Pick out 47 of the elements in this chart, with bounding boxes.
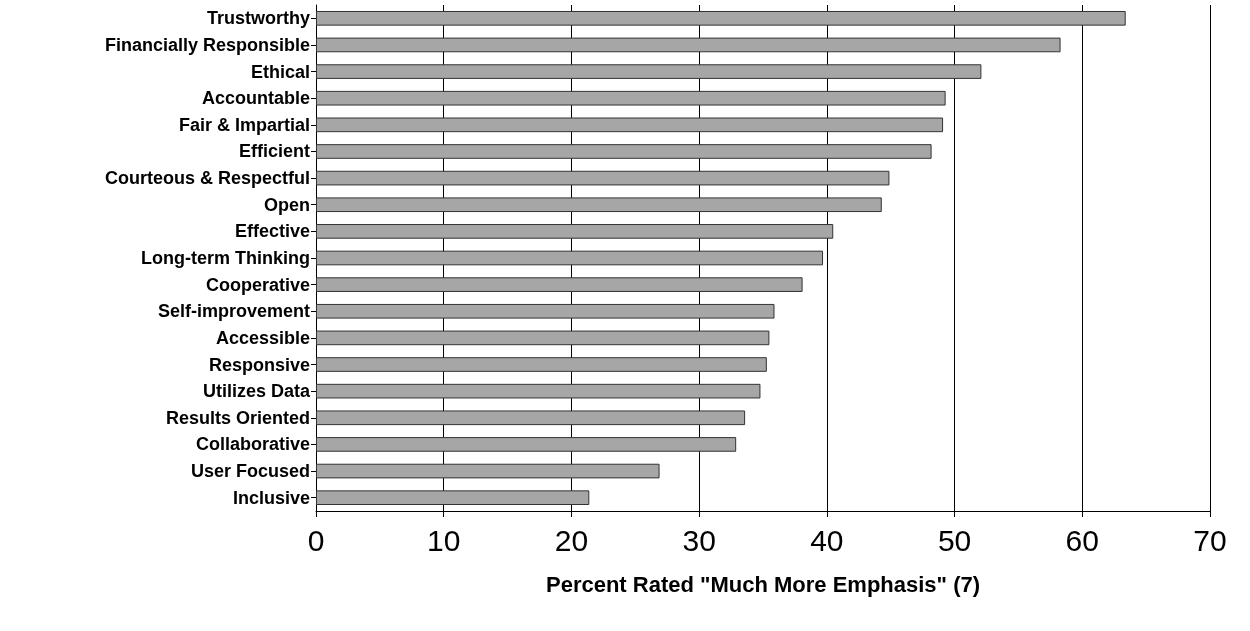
- bar: [316, 437, 737, 452]
- bar: [316, 463, 660, 479]
- x-tick-label: 50: [937, 523, 972, 557]
- x-tick-label: 40: [810, 523, 844, 557]
- x-tick-label: 20: [554, 523, 589, 557]
- bar: [316, 277, 803, 292]
- bar: [316, 170, 890, 186]
- y-tick-label: Long-term Thinking: [141, 248, 310, 268]
- x-tick-label: 10: [427, 523, 461, 557]
- x-tick-label: 60: [1065, 523, 1099, 557]
- y-tick-label: Cooperative: [205, 274, 310, 295]
- y-tick-label: Efficient: [238, 141, 310, 162]
- x-tick-label: 70: [1193, 523, 1227, 557]
- bar: [316, 250, 824, 266]
- y-tick-label: Effective: [234, 221, 310, 242]
- y-tick-label: Ethical: [250, 61, 310, 82]
- bar: [316, 90, 946, 106]
- y-tick-label: Utilizes Data: [202, 381, 311, 402]
- bar: [316, 117, 944, 133]
- bar: [316, 410, 746, 426]
- y-tick-label: Fair & Impartial: [178, 114, 310, 135]
- bar: [316, 383, 761, 399]
- y-tick-label: Accessible: [215, 327, 310, 348]
- y-tick-label: Inclusive: [232, 487, 310, 508]
- bar: [316, 490, 590, 506]
- y-tick-label: Self-improvement: [157, 301, 310, 322]
- y-tick-label: Open: [263, 194, 310, 215]
- bar: [316, 303, 775, 319]
- y-tick-label: Courteous & Respectful: [104, 168, 310, 189]
- y-tick-label: Results Oriented: [165, 407, 310, 428]
- bar: [316, 330, 770, 346]
- bar: [316, 10, 1126, 26]
- bar: [316, 144, 932, 159]
- y-tick-label: Accountable: [201, 88, 310, 109]
- y-tick-label: User Focused: [190, 461, 310, 482]
- y-tick-label: Financially Responsible: [104, 34, 310, 55]
- bar: [316, 197, 882, 213]
- x-tick-label: 0: [307, 523, 325, 557]
- bar: [316, 224, 834, 239]
- x-axis-title: Percent Rated "Much More Emphasis" (7): [545, 571, 981, 597]
- bar: [316, 357, 767, 372]
- y-tick-label: Collaborative: [195, 434, 310, 455]
- y-tick-label: Responsive: [208, 354, 310, 375]
- x-tick-label: 30: [682, 523, 716, 557]
- y-tick-label: Trustworthy: [206, 8, 310, 29]
- bar: [316, 37, 1061, 53]
- bar: [316, 64, 982, 79]
